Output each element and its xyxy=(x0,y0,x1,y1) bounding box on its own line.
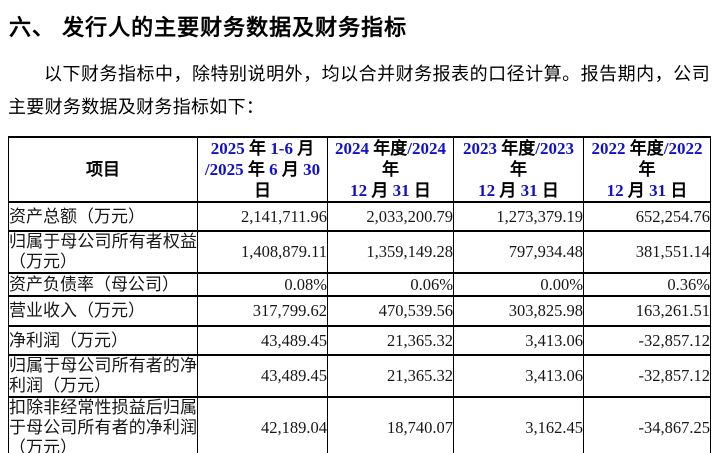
cell-value: 18,740.07 xyxy=(327,396,454,453)
cell-value: 3,162.45 xyxy=(453,396,584,453)
table-row-parent-net-profit: 归属于母公司所有者的净利润（万元） 43,489.45 21,365.32 3,… xyxy=(8,354,711,398)
cell-value: 0.06% xyxy=(327,272,454,297)
financial-table: 项目 2025 年 1-6 月 /2025 年 6 月 30 日 2024 年度… xyxy=(8,136,711,453)
cell-value: 0.36% xyxy=(583,272,711,297)
row-label: 净利润（万元） xyxy=(8,325,198,356)
cell-value: 21,365.32 xyxy=(327,354,454,398)
column-header-2025: 2025 年 1-6 月 /2025 年 6 月 30 日 xyxy=(197,136,328,203)
cell-value: 42,189.04 xyxy=(197,396,328,453)
cell-value: -32,857.12 xyxy=(583,325,711,356)
row-label: 资产负债率（母公司） xyxy=(8,272,198,297)
table-row-net-profit: 净利润（万元） 43,489.45 21,365.32 3,413.06 -32… xyxy=(8,325,711,356)
cell-value: 3,413.06 xyxy=(453,325,584,356)
cell-value: -32,857.12 xyxy=(583,354,711,398)
section-title: 六、 发行人的主要财务数据及财务指标 xyxy=(9,15,408,40)
cell-value: 2,141,711.96 xyxy=(197,201,328,232)
table-row-parent-equity: 归属于母公司所有者权益（万元） 1,408,879.11 1,359,149.2… xyxy=(8,230,711,274)
cell-value: 0.00% xyxy=(453,272,584,297)
cell-value: 1,273,379.19 xyxy=(453,201,584,232)
cell-value: 303,825.98 xyxy=(453,295,584,327)
cell-value: 0.08% xyxy=(197,272,328,297)
cell-value: 797,934.48 xyxy=(453,230,584,274)
cell-value: 2,033,200.79 xyxy=(327,201,454,232)
intro-paragraph: 以下财务指标中，除特别说明外，均以合并财务报表的口径计算。报告期内，公司主要财务… xyxy=(8,64,710,117)
cell-value: 317,799.62 xyxy=(197,295,328,327)
column-header-item: 项目 xyxy=(8,136,198,203)
cell-value: 381,551.14 xyxy=(583,230,711,274)
column-header-2022: 2022 年度/2022 年 12 月 31 日 xyxy=(583,136,711,203)
cell-value: 1,359,149.28 xyxy=(327,230,454,274)
cell-value: 3,413.06 xyxy=(453,354,584,398)
table-row-deducted-net-profit: 扣除非经常性损益后归属于母公司所有者的净利润（万元） 42,189.04 18,… xyxy=(8,396,711,453)
table-header-row: 项目 2025 年 1-6 月 /2025 年 6 月 30 日 2024 年度… xyxy=(8,136,711,203)
cell-value: -34,867.25 xyxy=(583,396,711,453)
cell-value: 470,539.56 xyxy=(327,295,454,327)
table-row-debt-ratio: 资产负债率（母公司） 0.08% 0.06% 0.00% 0.36% xyxy=(8,272,711,297)
row-label: 资产总额（万元） xyxy=(8,201,198,232)
cell-value: 1,408,879.11 xyxy=(197,230,328,274)
row-label: 营业收入（万元） xyxy=(8,295,198,327)
row-label: 归属于母公司所有者权益（万元） xyxy=(8,230,198,274)
column-header-2023: 2023 年度/2023 年 12 月 31 日 xyxy=(453,136,584,203)
row-label: 归属于母公司所有者的净利润（万元） xyxy=(8,354,198,398)
cell-value: 43,489.45 xyxy=(197,325,328,356)
cell-value: 43,489.45 xyxy=(197,354,328,398)
cell-value: 21,365.32 xyxy=(327,325,454,356)
cell-value: 652,254.76 xyxy=(583,201,711,232)
table-row-total-assets: 资产总额（万元） 2,141,711.96 2,033,200.79 1,273… xyxy=(8,201,711,232)
column-header-2024: 2024 年度/2024 年 12 月 31 日 xyxy=(327,136,454,203)
cell-value: 163,261.51 xyxy=(583,295,711,327)
row-label: 扣除非经常性损益后归属于母公司所有者的净利润（万元） xyxy=(8,396,198,453)
table-row-revenue: 营业收入（万元） 317,799.62 470,539.56 303,825.9… xyxy=(8,295,711,327)
